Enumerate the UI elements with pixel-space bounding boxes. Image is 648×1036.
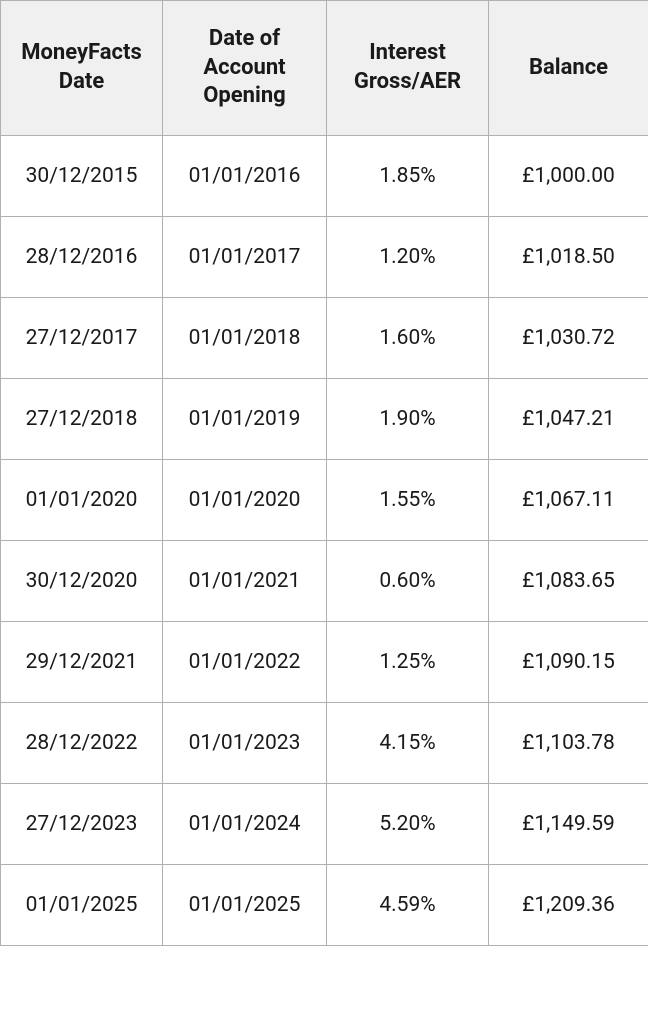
table-row: 30/12/2020 01/01/2021 0.60% £1,083.65 [1,540,648,621]
header-interest: Interest Gross/AER [327,1,489,136]
cell-moneyfacts-date: 29/12/2021 [1,621,163,702]
cell-balance: £1,083.65 [489,540,648,621]
table-header: MoneyFacts Date Date of Account Opening … [1,1,648,136]
cell-balance: £1,030.72 [489,297,648,378]
cell-moneyfacts-date: 28/12/2022 [1,702,163,783]
cell-moneyfacts-date: 27/12/2023 [1,783,163,864]
cell-balance: £1,000.00 [489,135,648,216]
cell-moneyfacts-date: 27/12/2017 [1,297,163,378]
cell-account-opening: 01/01/2020 [163,459,327,540]
cell-balance: £1,090.15 [489,621,648,702]
header-moneyfacts-date: MoneyFacts Date [1,1,163,136]
table-row: 28/12/2016 01/01/2017 1.20% £1,018.50 [1,216,648,297]
cell-moneyfacts-date: 30/12/2015 [1,135,163,216]
cell-interest: 4.15% [327,702,489,783]
table-row: 01/01/2025 01/01/2025 4.59% £1,209.36 [1,864,648,945]
account-table: MoneyFacts Date Date of Account Opening … [0,0,648,946]
cell-moneyfacts-date: 01/01/2025 [1,864,163,945]
cell-account-opening: 01/01/2018 [163,297,327,378]
cell-balance: £1,103.78 [489,702,648,783]
cell-account-opening: 01/01/2025 [163,864,327,945]
cell-moneyfacts-date: 28/12/2016 [1,216,163,297]
cell-interest: 1.25% [327,621,489,702]
cell-moneyfacts-date: 30/12/2020 [1,540,163,621]
cell-interest: 4.59% [327,864,489,945]
cell-interest: 1.55% [327,459,489,540]
cell-account-opening: 01/01/2023 [163,702,327,783]
cell-moneyfacts-date: 27/12/2018 [1,378,163,459]
cell-interest: 1.20% [327,216,489,297]
cell-account-opening: 01/01/2022 [163,621,327,702]
header-balance: Balance [489,1,648,136]
table-row: 27/12/2023 01/01/2024 5.20% £1,149.59 [1,783,648,864]
cell-balance: £1,209.36 [489,864,648,945]
table-row: 27/12/2017 01/01/2018 1.60% £1,030.72 [1,297,648,378]
cell-interest: 5.20% [327,783,489,864]
cell-balance: £1,067.11 [489,459,648,540]
table-row: 28/12/2022 01/01/2023 4.15% £1,103.78 [1,702,648,783]
cell-interest: 0.60% [327,540,489,621]
cell-interest: 1.60% [327,297,489,378]
table-body: 30/12/2015 01/01/2016 1.85% £1,000.00 28… [1,135,648,945]
cell-balance: £1,018.50 [489,216,648,297]
cell-balance: £1,047.21 [489,378,648,459]
cell-moneyfacts-date: 01/01/2020 [1,459,163,540]
cell-account-opening: 01/01/2021 [163,540,327,621]
cell-account-opening: 01/01/2016 [163,135,327,216]
table-row: 30/12/2015 01/01/2016 1.85% £1,000.00 [1,135,648,216]
cell-account-opening: 01/01/2024 [163,783,327,864]
cell-account-opening: 01/01/2019 [163,378,327,459]
cell-interest: 1.90% [327,378,489,459]
cell-interest: 1.85% [327,135,489,216]
cell-balance: £1,149.59 [489,783,648,864]
cell-account-opening: 01/01/2017 [163,216,327,297]
table-row: 01/01/2020 01/01/2020 1.55% £1,067.11 [1,459,648,540]
table-row: 27/12/2018 01/01/2019 1.90% £1,047.21 [1,378,648,459]
header-account-opening: Date of Account Opening [163,1,327,136]
table-row: 29/12/2021 01/01/2022 1.25% £1,090.15 [1,621,648,702]
